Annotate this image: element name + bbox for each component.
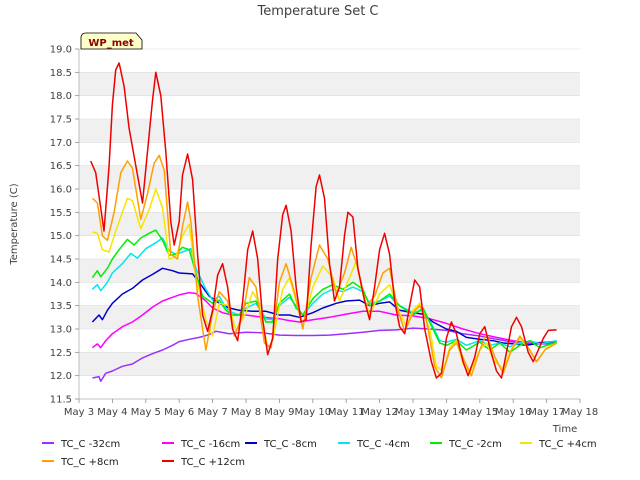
- y-tick-label: 14.0: [50, 278, 72, 289]
- y-tick-label: 11.5: [50, 395, 72, 406]
- x-tick-label: May 16: [495, 407, 532, 418]
- legend-label: TC_C +4cm: [538, 439, 597, 450]
- y-tick-label: 19.0: [50, 45, 72, 56]
- x-tick-label: May 4: [97, 407, 127, 418]
- y-axis-label: Temperature (C): [9, 183, 20, 265]
- grid-band: [79, 212, 580, 236]
- y-tick-label: 12.0: [50, 371, 72, 382]
- y-tick-label: 12.5: [50, 348, 72, 359]
- x-tick-label: May 3: [64, 407, 94, 418]
- y-tick-label: 13.5: [50, 301, 72, 312]
- x-tick-label: May 18: [562, 407, 599, 418]
- legend-item-tc-c-12cm: TC_C +12cm: [162, 457, 245, 468]
- y-tick-label: 15.5: [50, 208, 72, 219]
- legend-label: TC_C +8cm: [60, 457, 119, 468]
- x-tick-label: May 11: [328, 407, 365, 418]
- grid-band: [79, 165, 580, 189]
- x-tick-label: May 13: [395, 407, 432, 418]
- y-axis: 11.5 12.0 12.5 13.0 13.5 14.0 14.5 15.0 15.5 16.0…: [50, 45, 80, 406]
- x-axis-label: Time: [552, 424, 577, 435]
- annotation-box: WP_met: [80, 32, 143, 50]
- x-tick-label: May 7: [197, 407, 227, 418]
- x-tick-label: May 14: [428, 407, 465, 418]
- legend-item-tc-c-4cm: TC_C +4cm: [520, 439, 597, 450]
- y-tick-label: 13.0: [50, 325, 72, 336]
- y-tick-label: 17.5: [50, 115, 72, 126]
- annotation-label: WP_met: [88, 38, 134, 49]
- legend-label: TC_C -4cm: [356, 439, 410, 450]
- x-tick-label: May 8: [231, 407, 261, 418]
- series-line-tc-c-8cm: [91, 154, 557, 379]
- legend-item-tc-c-32cm: TC_C -32cm: [42, 439, 120, 450]
- plot-background: [79, 48, 580, 400]
- legend-label: TC_C -16cm: [180, 439, 240, 450]
- legend-label: TC_C +12cm: [180, 457, 245, 468]
- grid-band: [79, 259, 580, 283]
- legend-item-tc-c-8cm: TC_C -8cm: [245, 439, 317, 450]
- legend-item-tc-c-8cm: TC_C +8cm: [42, 457, 119, 468]
- x-tick-label: May 12: [361, 407, 398, 418]
- legend-label: TC_C -8cm: [263, 439, 317, 450]
- series-line-tc-c-4cm: [92, 188, 557, 375]
- x-tick-label: May 9: [264, 407, 294, 418]
- legend-item-tc-c-16cm: TC_C -16cm: [162, 439, 240, 450]
- x-tick-label: May 10: [295, 407, 332, 418]
- y-tick-label: 15.0: [50, 231, 72, 242]
- x-tick-label: May 6: [164, 407, 194, 418]
- y-tick-label: 14.5: [50, 255, 72, 266]
- series-line-tc-c-12cm: [90, 62, 557, 379]
- chart-title: Temperature Set C: [256, 4, 378, 19]
- legend-label: TC_C -2cm: [448, 439, 502, 450]
- y-tick-label: 17.0: [50, 138, 72, 149]
- grid-band: [79, 352, 580, 376]
- grid-band: [79, 119, 580, 143]
- x-tick-label: May 5: [131, 407, 161, 418]
- grid-band: [79, 72, 580, 96]
- x-tick-label: May 15: [462, 407, 499, 418]
- legend-item-tc-c-2cm: TC_C -2cm: [430, 439, 502, 450]
- series-line-tc-c-4cm: [91, 237, 557, 348]
- legend: TC_C -32cm TC_C -16cm TC_C -8cm TC_C -4cm TC…: [42, 439, 597, 468]
- x-axis: May 3 May 4 May 5 May 6 May 7 May 8 May 9 May 1…: [64, 398, 599, 418]
- y-tick-label: 18.0: [50, 91, 72, 102]
- y-tick-label: 16.0: [50, 185, 72, 196]
- legend-label: TC_C -32cm: [60, 439, 120, 450]
- legend-item-tc-c-4cm: TC_C -4cm: [338, 439, 410, 450]
- y-tick-label: 16.5: [50, 161, 72, 172]
- x-tick-label: May 17: [528, 407, 565, 418]
- series-layer: [90, 62, 557, 383]
- y-tick-label: 18.5: [50, 68, 72, 79]
